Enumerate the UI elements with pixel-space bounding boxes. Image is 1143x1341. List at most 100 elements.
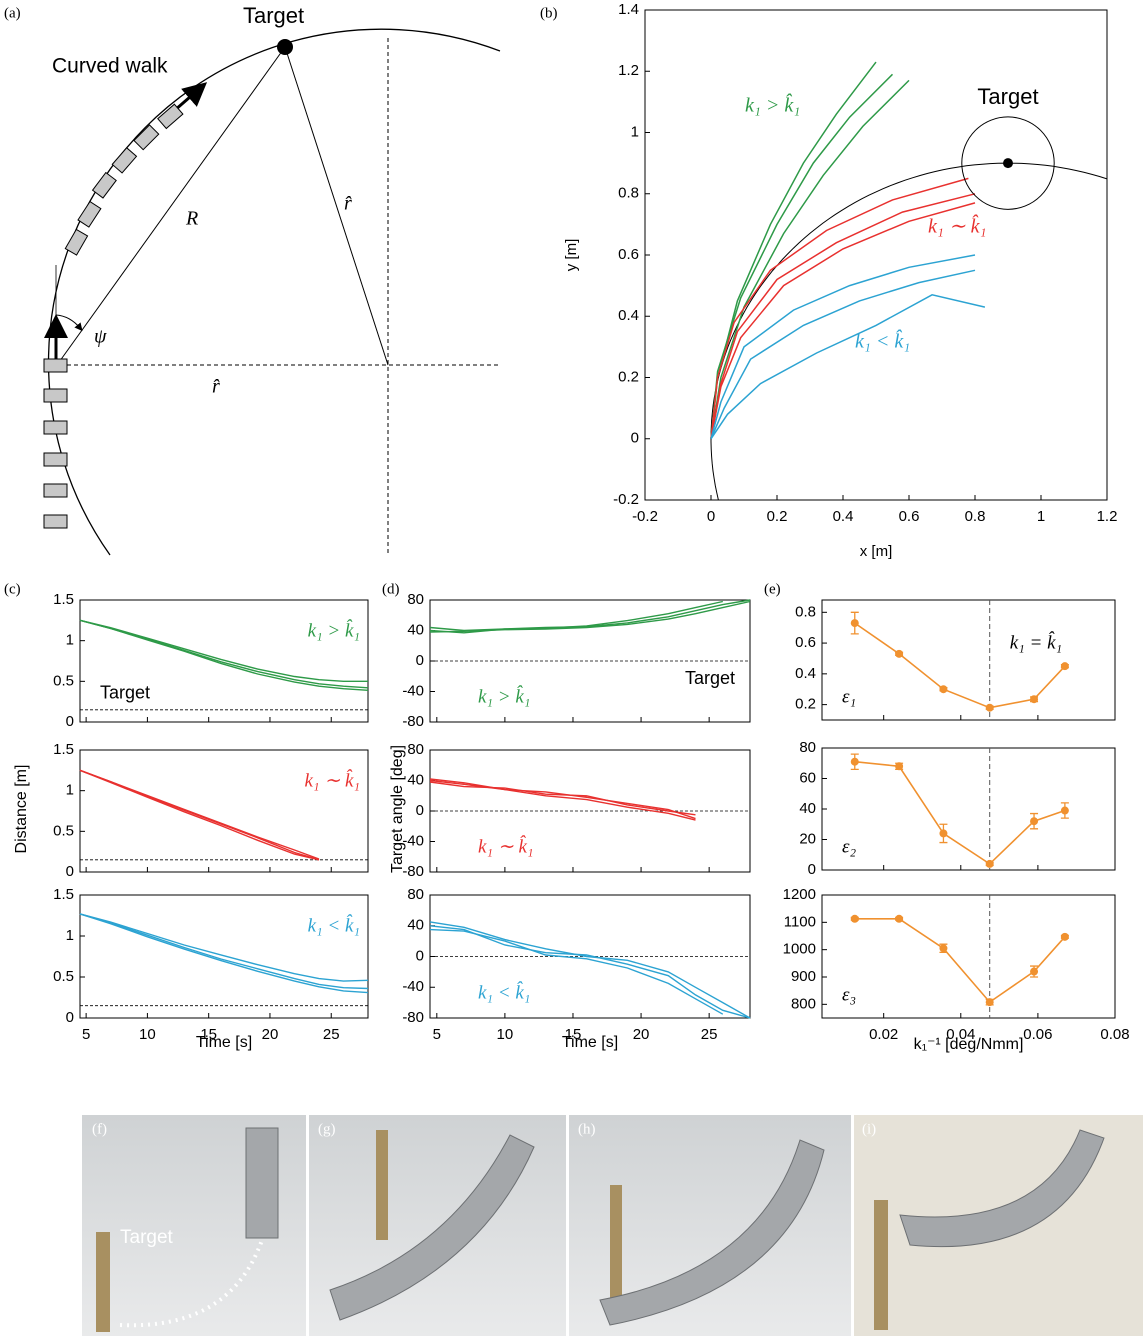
trial-line — [429, 928, 724, 1015]
target-point — [1003, 158, 1013, 169]
x-tick-label: 10 — [497, 1026, 514, 1043]
walk-arc — [47, 28, 501, 556]
x-tick-label: 10 — [139, 1026, 156, 1043]
y-tick-label: -40 — [402, 978, 424, 995]
group-label: k₁ < k̂₁ — [855, 329, 910, 353]
panel-label: (e) — [764, 581, 781, 597]
walk-arrow — [174, 82, 208, 112]
y-tick-label: 1 — [66, 927, 74, 944]
y-tick-label: 0.2 — [618, 368, 639, 385]
panel-label: (c) — [4, 581, 21, 597]
x-tick-label: 0.6 — [899, 508, 920, 525]
photo-label: (g) — [318, 1121, 336, 1137]
data-point — [939, 685, 948, 694]
y-tick-label: 80 — [799, 739, 816, 756]
y-tick-label: 40 — [799, 800, 816, 817]
target-dot — [277, 39, 293, 55]
y-tick-label: -40 — [402, 832, 424, 849]
robot-curved — [64, 103, 184, 256]
data-point — [895, 649, 904, 658]
data-point — [1030, 695, 1039, 704]
trial-line — [79, 769, 320, 861]
data-point — [985, 703, 994, 712]
trajectory — [710, 73, 894, 439]
x-tick-label: 0.02 — [869, 1026, 898, 1043]
data-point — [939, 944, 948, 953]
y-tick-label: 1.2 — [618, 62, 639, 79]
data-point — [985, 859, 994, 868]
trial-line — [79, 913, 369, 990]
y-tick-label: 1.5 — [53, 886, 74, 903]
trial-line — [429, 925, 751, 1019]
error-line — [854, 622, 1066, 709]
r-hat-label: r̂ — [212, 376, 220, 398]
y-tick-label: 900 — [791, 968, 816, 985]
plot-frame — [821, 747, 1116, 871]
error-line — [854, 760, 1066, 865]
data-point — [939, 829, 948, 838]
y-tick-label: 0 — [416, 652, 424, 669]
panel-annotation: k₁ < k̂₁ — [478, 982, 530, 1004]
y-tick-label: 0 — [66, 1009, 74, 1026]
target-pole — [376, 1130, 388, 1240]
x-tick-label: 0 — [707, 508, 715, 525]
x-tick-label: 20 — [633, 1026, 650, 1043]
y-tick-label: 80 — [407, 886, 424, 903]
panel-label: (d) — [382, 581, 400, 597]
error-line — [854, 918, 1066, 1004]
data-point — [1060, 662, 1069, 671]
y-tick-label: 80 — [407, 741, 424, 758]
panel-annotation: ε₁ — [842, 686, 856, 707]
y-tick-label: -80 — [402, 713, 424, 730]
target-annotation: Target — [100, 683, 150, 703]
x-axis-label: k₁⁻¹ [deg/Nmm] — [914, 1036, 1024, 1053]
radius-label: R — [185, 208, 198, 230]
y-tick-label: 0 — [808, 861, 816, 878]
angle-label: ψ — [94, 326, 107, 348]
y-axis-label: Target angle [deg] — [389, 745, 406, 873]
y-axis-label: y [m] — [563, 239, 580, 272]
x-tick-label: 25 — [323, 1026, 340, 1043]
photo-label: (i) — [862, 1121, 876, 1137]
data-point — [850, 757, 859, 766]
x-tick-label: 1 — [1037, 508, 1045, 525]
x-tick-label: 0.2 — [767, 508, 788, 525]
y-tick-label: 0.4 — [618, 307, 639, 324]
x-tick-label: 20 — [262, 1026, 279, 1043]
y-tick-label: 0 — [416, 947, 424, 964]
y-tick-label: 1200 — [783, 886, 816, 903]
y-tick-label: 40 — [407, 917, 424, 934]
group-label: k₁ > k̂₁ — [745, 93, 800, 117]
x-tick-label: 15 — [565, 1026, 582, 1043]
x-tick-label: 5 — [82, 1026, 90, 1043]
data-point — [1060, 932, 1069, 941]
y-tick-label: 0.5 — [53, 672, 74, 689]
robot-photo — [245, 1127, 1105, 1326]
photo-annotation: Target — [120, 1227, 174, 1248]
y-tick-label: 40 — [407, 621, 424, 638]
y-tick-label: 0 — [66, 713, 74, 730]
panel-annotation: ε₂ — [842, 836, 856, 857]
x-tick-label: 15 — [200, 1026, 217, 1043]
y-tick-label: 1.4 — [618, 1, 639, 18]
data-point — [850, 619, 859, 628]
y-tick-label: 0 — [66, 863, 74, 880]
trial-line — [79, 913, 369, 982]
y-tick-label: 0 — [416, 802, 424, 819]
panel-annotation: k₁ ∼ k̂₁ — [305, 770, 361, 792]
y-tick-label: -80 — [402, 1009, 424, 1026]
trial-line — [79, 769, 320, 860]
r-hat-line — [284, 46, 389, 366]
trajectory — [710, 193, 976, 439]
y-tick-label: 1.5 — [53, 741, 74, 758]
y-axis-label: Distance [m] — [13, 765, 30, 854]
group-label: k₁ ∼ k̂₁ — [928, 214, 986, 238]
trial-line — [79, 619, 368, 682]
data-point — [850, 914, 859, 923]
x-tick-label: 0.08 — [1100, 1026, 1129, 1043]
x-tick-label: 5 — [433, 1026, 441, 1043]
diagram-a: (a) Target Curved walk R r̂ r̂ ψ — [4, 3, 501, 556]
y-tick-label: 0.2 — [795, 696, 816, 713]
y-tick-label: -40 — [402, 682, 424, 699]
